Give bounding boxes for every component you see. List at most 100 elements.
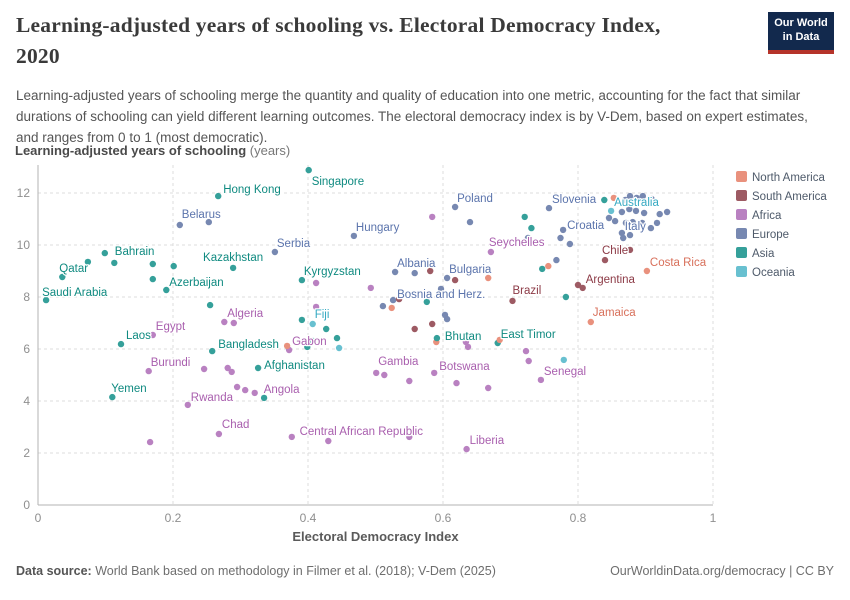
data-point[interactable] (557, 234, 564, 242)
legend-item-south-america[interactable]: South America (736, 190, 827, 203)
data-point[interactable] (638, 219, 646, 227)
point-bhutan[interactable] (433, 334, 441, 342)
data-point[interactable] (437, 285, 445, 293)
data-point[interactable] (622, 196, 629, 204)
data-point[interactable] (622, 219, 630, 227)
data-point[interactable] (524, 234, 532, 242)
point-hungary[interactable] (350, 232, 358, 240)
data-point[interactable] (605, 214, 613, 222)
data-point[interactable] (453, 379, 460, 387)
point-chad[interactable] (215, 430, 223, 438)
data-point[interactable] (528, 224, 535, 232)
data-point[interactable] (618, 229, 626, 237)
point-bosnia-and-herz[interactable] (389, 296, 397, 304)
point-albania[interactable] (391, 268, 399, 276)
data-point[interactable] (462, 338, 470, 346)
legend-item-asia[interactable]: Asia (736, 247, 775, 260)
point-saudi-arabia[interactable] (42, 296, 50, 304)
data-point[interactable] (170, 262, 177, 270)
point-azerbaijan[interactable] (163, 286, 170, 294)
data-point[interactable] (84, 258, 92, 266)
data-point[interactable] (632, 207, 640, 215)
data-point[interactable] (309, 337, 316, 345)
data-point[interactable] (611, 217, 619, 225)
data-point[interactable] (429, 213, 436, 221)
point-kyrgyzstan[interactable] (298, 276, 306, 284)
data-point[interactable] (367, 284, 374, 292)
data-point[interactable] (451, 276, 459, 284)
data-point[interactable] (298, 316, 306, 324)
data-point[interactable] (335, 344, 343, 352)
data-point[interactable] (146, 438, 154, 446)
point-australia[interactable] (607, 207, 615, 215)
data-point[interactable] (560, 356, 567, 364)
data-point[interactable] (149, 260, 156, 268)
legend-item-north-america[interactable]: North America (736, 171, 825, 184)
point-jamaica[interactable] (587, 318, 594, 326)
data-point[interactable] (323, 325, 330, 333)
legend-item-africa[interactable]: Africa (736, 209, 782, 222)
point-egypt[interactable] (149, 331, 156, 339)
data-point[interactable] (656, 210, 663, 218)
point-singapore[interactable] (305, 166, 312, 174)
legend-item-europe[interactable]: Europe (736, 228, 789, 241)
point-croatia[interactable] (559, 226, 567, 234)
point-slovenia[interactable] (545, 204, 553, 212)
data-point[interactable] (464, 343, 472, 351)
data-point[interactable] (111, 259, 118, 267)
point-kazakhstan[interactable] (229, 264, 237, 272)
data-point[interactable] (663, 208, 671, 216)
point-gambia[interactable] (373, 369, 380, 377)
data-point[interactable] (466, 218, 474, 226)
point-brazil[interactable] (509, 297, 516, 305)
data-point[interactable] (553, 256, 560, 264)
data-point[interactable] (582, 222, 590, 230)
data-point[interactable] (485, 384, 492, 392)
data-point[interactable] (288, 433, 295, 441)
point-seychelles[interactable] (487, 248, 495, 256)
point-botswana[interactable] (431, 369, 438, 377)
point-yemen[interactable] (109, 393, 116, 401)
point-burundi[interactable] (145, 367, 152, 375)
data-point[interactable] (618, 208, 626, 216)
data-point[interactable] (522, 347, 530, 355)
data-point[interactable] (545, 262, 552, 270)
point-costa-rica[interactable] (643, 267, 651, 275)
data-point[interactable] (242, 386, 249, 394)
data-point[interactable] (205, 218, 212, 226)
point-rwanda[interactable] (184, 401, 191, 409)
data-point[interactable] (601, 196, 608, 204)
legend-item-oceania[interactable]: Oceania (736, 266, 795, 279)
point-poland[interactable] (451, 203, 459, 211)
data-point[interactable] (333, 334, 341, 342)
data-point[interactable] (496, 336, 503, 344)
data-point[interactable] (411, 325, 418, 333)
data-point[interactable] (629, 218, 636, 226)
point-afghanistan[interactable] (254, 364, 262, 372)
point-bahrain[interactable] (101, 249, 109, 257)
data-point[interactable] (620, 234, 627, 242)
point-central-african-republic[interactable] (325, 437, 332, 445)
point-angola[interactable] (251, 389, 258, 397)
point-bulgaria[interactable] (443, 274, 451, 282)
point-hong-kong[interactable] (215, 192, 222, 200)
data-point[interactable] (429, 320, 436, 328)
data-point[interactable] (640, 209, 648, 217)
data-point[interactable] (423, 298, 430, 306)
data-point[interactable] (443, 315, 451, 323)
data-point[interactable] (283, 342, 291, 350)
data-point[interactable] (626, 192, 634, 200)
data-point[interactable] (539, 265, 546, 273)
data-point[interactable] (521, 213, 528, 221)
point-italy[interactable] (647, 224, 655, 232)
data-point[interactable] (566, 240, 574, 248)
data-point[interactable] (230, 319, 237, 327)
data-point[interactable] (406, 377, 413, 385)
data-point[interactable] (485, 274, 492, 282)
data-point[interactable] (411, 269, 418, 277)
data-point[interactable] (224, 364, 231, 372)
data-point[interactable] (395, 295, 403, 303)
data-point[interactable] (626, 205, 633, 213)
data-point[interactable] (633, 194, 640, 202)
data-point[interactable] (149, 275, 156, 283)
